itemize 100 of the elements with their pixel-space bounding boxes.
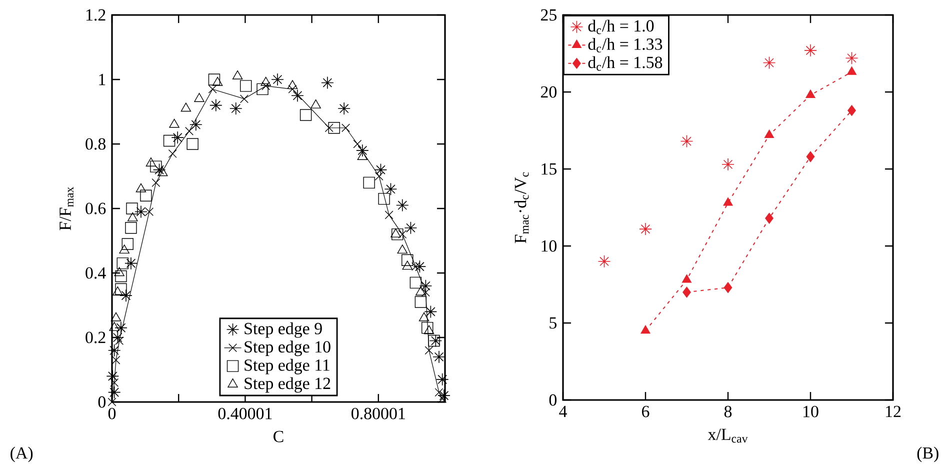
point [363, 176, 375, 189]
y-tick-label: 25 [540, 9, 557, 21]
x-axis-title: x/L$_{cav}$ [708, 428, 748, 443]
point [186, 138, 198, 150]
point [136, 183, 146, 192]
point [146, 158, 156, 166]
point [765, 212, 774, 224]
point [411, 262, 420, 271]
point [256, 83, 268, 96]
point [300, 109, 312, 121]
point [112, 356, 120, 364]
point [128, 212, 138, 222]
point [414, 296, 427, 308]
point [639, 222, 652, 236]
point [421, 288, 430, 297]
y-tick-label: 10 [542, 240, 557, 252]
point [106, 370, 120, 383]
point [145, 207, 154, 216]
point [724, 282, 732, 293]
y-tick-label: 0.6 [86, 202, 106, 214]
point [287, 80, 298, 90]
point [271, 73, 284, 86]
point [390, 228, 401, 238]
point [682, 274, 692, 283]
y-axis-title: F$_{mac}$·d$_{c}$/V$_{c}$ [514, 172, 529, 244]
point [419, 280, 432, 292]
x-axis-title: C [274, 430, 284, 442]
point [680, 134, 694, 148]
x-tick-label: 10 [804, 406, 818, 418]
point [598, 255, 611, 268]
point [321, 76, 334, 90]
point [353, 140, 362, 148]
point [185, 126, 194, 136]
point [338, 102, 351, 115]
y-tick-label: 0 [549, 394, 557, 406]
point [845, 52, 858, 65]
point [169, 118, 180, 128]
point [848, 105, 856, 116]
text: (B) [917, 446, 938, 462]
point [424, 305, 438, 318]
legend-label: Step edge 11 [244, 358, 330, 374]
point [392, 228, 404, 240]
point [152, 178, 160, 187]
point [397, 244, 408, 254]
point [429, 334, 442, 348]
point [288, 84, 297, 94]
x-tick-label: 4 [559, 406, 567, 417]
point [163, 134, 176, 147]
text: (A) [10, 446, 33, 462]
point [119, 244, 130, 254]
point [115, 283, 127, 295]
point [112, 286, 123, 296]
point [682, 286, 691, 298]
point [342, 124, 350, 132]
point [109, 322, 120, 331]
point [140, 190, 152, 202]
legend-label: Step edge 9 [244, 322, 322, 338]
y-tick-label: 0.4 [86, 267, 106, 279]
point [438, 389, 450, 402]
point [291, 89, 304, 102]
x-tick-label: 12 [886, 406, 901, 418]
point [378, 192, 390, 205]
point [428, 334, 440, 347]
point [722, 158, 734, 171]
point [418, 312, 430, 322]
point [190, 118, 202, 132]
point [764, 130, 774, 138]
point [180, 102, 192, 112]
y-tick-label: 0.2 [86, 332, 106, 344]
point [232, 70, 243, 80]
point [240, 94, 248, 104]
point [357, 151, 368, 160]
x-tick-label: 8 [724, 406, 732, 418]
point [122, 238, 134, 250]
x-tick-label: 0.40001 [218, 408, 272, 420]
point [424, 325, 434, 334]
point [229, 102, 242, 115]
point [262, 82, 270, 90]
point [115, 270, 127, 282]
x-tick-label: 0.80001 [352, 408, 405, 420]
point [374, 163, 388, 176]
point [384, 182, 398, 196]
point [402, 260, 412, 270]
point [125, 222, 137, 234]
point [124, 256, 138, 270]
legend-label: d$_{c}$/h = 1.0 [588, 20, 654, 34]
point [150, 160, 162, 172]
point [438, 394, 447, 404]
point [310, 99, 321, 108]
point [208, 84, 217, 94]
y-tick-label: 0 [98, 396, 106, 408]
point [398, 230, 407, 239]
y-tick-label: 20 [540, 86, 557, 98]
point [416, 286, 426, 296]
point [134, 205, 148, 218]
point [260, 76, 271, 86]
y-tick-label: 1.2 [86, 9, 106, 21]
point [402, 254, 414, 266]
y-tick-label: 1 [99, 74, 106, 86]
point [126, 202, 138, 214]
